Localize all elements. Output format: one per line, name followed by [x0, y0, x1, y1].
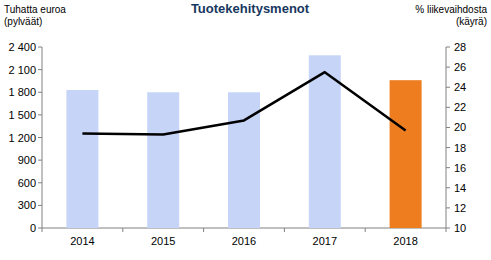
y2-axis-line — [446, 47, 447, 228]
y2-tick-label: 24 — [454, 81, 466, 93]
y-tick-label: 300 — [18, 199, 36, 211]
y-tick — [38, 92, 42, 93]
chart: Tuotekehitysmenot Tuhatta euroa(pylväät)%… — [0, 0, 491, 260]
x-tick — [365, 228, 366, 232]
y-axis-line — [42, 47, 43, 228]
label-line: (pylväät) — [4, 16, 42, 27]
y2-tick-label: 20 — [454, 121, 466, 133]
y2-tick — [446, 67, 450, 68]
y-tick-label: 900 — [18, 154, 36, 166]
marks — [66, 55, 421, 228]
bar — [147, 92, 179, 228]
label-line: (käyrä) — [456, 16, 487, 27]
y-tick-label: 2 400 — [8, 41, 36, 53]
y2-tick — [446, 127, 450, 128]
y2-tick-label: 14 — [454, 182, 466, 194]
x-tick — [284, 228, 285, 232]
x-tick — [42, 228, 43, 232]
y2-axis-label: % liikevaihdosta(käyrä) — [415, 4, 487, 27]
y-tick — [38, 137, 42, 138]
x-tick-label: 2016 — [232, 235, 256, 247]
y-tick — [38, 114, 42, 115]
y2-tick — [446, 228, 450, 229]
x-tick-label: 2014 — [70, 235, 94, 247]
x-tick — [203, 228, 204, 232]
line — [82, 72, 405, 134]
y-tick-label: 1 200 — [8, 132, 36, 144]
y-axis-label: Tuhatta euroa(pylväät) — [4, 4, 66, 27]
y2-tick — [446, 47, 450, 48]
x-tick-label: 2018 — [393, 235, 417, 247]
y2-tick-label: 26 — [454, 61, 466, 73]
y-tick — [38, 69, 42, 70]
title: Tuotekehitysmenot — [191, 1, 310, 16]
x-tick-label: 2017 — [313, 235, 337, 247]
y2-tick-label: 22 — [454, 101, 466, 113]
y2-tick-label: 16 — [454, 162, 466, 174]
y-tick-label: 1 500 — [8, 109, 36, 121]
y-tick-label: 0 — [30, 222, 36, 234]
x-tick-label: 2015 — [151, 235, 175, 247]
y2-tick — [446, 167, 450, 168]
y2-tick-label: 28 — [454, 41, 466, 53]
y-tick — [38, 47, 42, 48]
y2-tick — [446, 187, 450, 188]
y2-tick-label: 10 — [454, 222, 466, 234]
y-tick — [38, 160, 42, 161]
bar — [390, 80, 422, 228]
x-tick — [122, 228, 123, 232]
y-tick — [38, 182, 42, 183]
y2-tick — [446, 87, 450, 88]
y-tick — [38, 228, 42, 229]
x-tick — [446, 228, 447, 232]
y-tick-label: 600 — [18, 177, 36, 189]
bar — [66, 90, 98, 228]
y-tick — [38, 205, 42, 206]
y2-tick — [446, 207, 450, 208]
axes: 0 300 600 900 1 200 1 500 1 800 2 100 2 400 10 12 1… — [8, 41, 466, 247]
label-line: % liikevaihdosta — [415, 4, 487, 15]
y2-tick — [446, 147, 450, 148]
y-tick-label: 2 100 — [8, 64, 36, 76]
y2-tick-label: 12 — [454, 202, 466, 214]
label-line: Tuhatta euroa — [4, 4, 66, 15]
y2-tick — [446, 107, 450, 108]
y-tick-label: 1 800 — [8, 86, 36, 98]
y2-tick-label: 18 — [454, 142, 466, 154]
